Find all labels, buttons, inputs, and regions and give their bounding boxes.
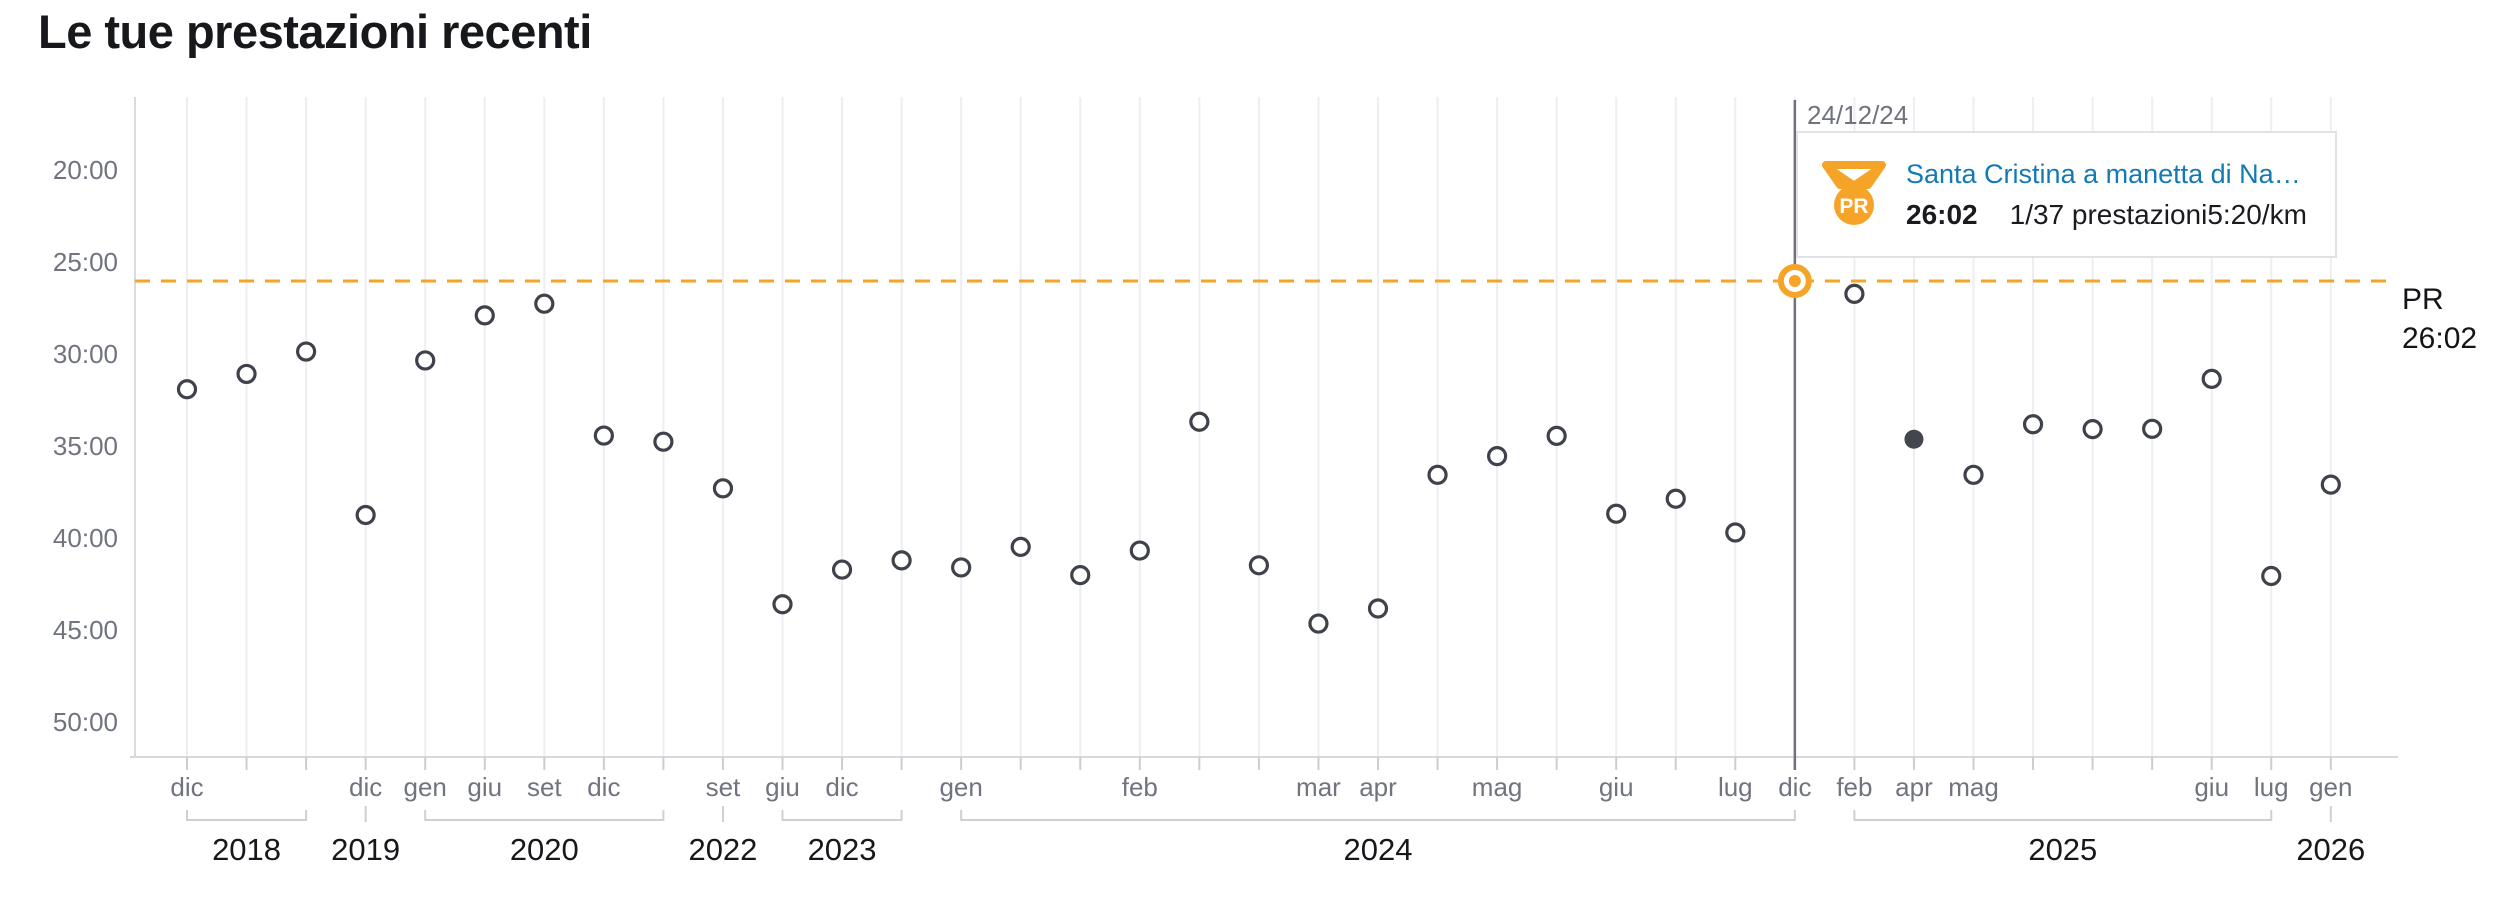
data-point[interactable] — [593, 425, 614, 446]
data-point[interactable] — [1308, 613, 1329, 634]
x-axis-month-label: giu — [1599, 772, 1634, 802]
data-point[interactable] — [296, 341, 317, 362]
x-axis-year-label: 2024 — [1344, 832, 1413, 867]
data-point[interactable] — [236, 363, 257, 385]
pr-medal-icon: PR — [1822, 160, 1886, 225]
pr-line-annotation-label: PR — [2402, 283, 2444, 316]
year-bracket — [1853, 810, 2273, 821]
x-axis-year-label: 2023 — [808, 832, 877, 867]
x-axis-month-label: gen — [2309, 772, 2352, 802]
data-point[interactable] — [1367, 598, 1389, 619]
x-axis-month-label: lug — [1718, 772, 1753, 802]
x-axis-month-label: giu — [765, 772, 800, 802]
x-axis-month-label: dic — [1778, 772, 1811, 802]
x-axis-month-label: apr — [1895, 772, 1933, 802]
x-axis-year-label: 2022 — [688, 832, 757, 867]
data-point[interactable] — [1010, 536, 1031, 557]
pr-point-marker-center — [1788, 275, 1801, 288]
x-axis-month-label: dic — [587, 772, 620, 802]
data-point[interactable] — [415, 350, 436, 371]
year-bracket — [960, 810, 1796, 821]
data-point[interactable] — [2261, 565, 2282, 587]
x-axis-month-label: dic — [349, 772, 382, 802]
data-point[interactable] — [1546, 425, 1567, 446]
x-axis-year-label: 2025 — [2028, 832, 2097, 867]
data-point[interactable] — [1725, 522, 1746, 543]
x-axis-year-label: 2020 — [510, 832, 579, 867]
year-bracket — [424, 810, 665, 821]
y-axis-label: 40:00 — [53, 523, 118, 553]
data-point[interactable] — [176, 379, 198, 400]
x-axis-month-label: mag — [1948, 772, 1999, 802]
data-point[interactable] — [2082, 419, 2103, 440]
data-point[interactable] — [1427, 464, 1448, 485]
data-point[interactable] — [1844, 283, 1865, 304]
data-point[interactable] — [1129, 540, 1150, 561]
data-point[interactable] — [2320, 474, 2341, 495]
activity-link[interactable]: Santa Cristina a manetta di Na… — [1906, 158, 2301, 189]
pr-line-annotation: PR 26:02 — [2402, 280, 2477, 358]
x-axis-year-label: 2019 — [331, 832, 400, 867]
svg-text:PR: PR — [1839, 195, 1868, 218]
x-axis-year-label: 2018 — [212, 832, 281, 867]
x-axis-month-label: giu — [2194, 772, 2229, 802]
data-point[interactable] — [831, 559, 853, 580]
x-axis-month-label: set — [527, 772, 562, 802]
pr-pace-value: 5:20/km — [2207, 198, 2307, 230]
data-point[interactable] — [474, 305, 495, 326]
y-axis-label: 35:00 — [53, 431, 118, 461]
data-point[interactable] — [1189, 411, 1210, 432]
pr-line-annotation-value: 26:02 — [2402, 322, 2478, 355]
year-bracket — [186, 810, 308, 821]
data-point[interactable] — [1248, 555, 1270, 576]
page-title: Le tue prestazioni recenti — [38, 5, 592, 58]
data-point[interactable] — [1486, 446, 1508, 467]
data-point[interactable] — [712, 478, 734, 499]
x-axis-year-label: 2026 — [2296, 832, 2365, 867]
x-axis-month-label: gen — [404, 772, 447, 802]
y-axis-label: 30:00 — [53, 339, 118, 369]
year-bracket — [781, 810, 903, 821]
selected-data-point[interactable] — [1904, 429, 1924, 449]
pr-tooltip-stats: 26:02 1/37 prestazioni 5:20/km — [1906, 198, 2307, 231]
x-axis-month-label: feb — [1122, 772, 1158, 802]
data-point[interactable] — [653, 431, 674, 452]
x-axis-month-label: dic — [825, 772, 858, 802]
data-point[interactable] — [951, 557, 972, 578]
data-point[interactable] — [772, 594, 793, 615]
pr-time-value: 26:02 — [1906, 198, 1978, 230]
data-point[interactable] — [1070, 565, 1091, 586]
selected-date-label: 24/12/24 — [1807, 100, 1909, 130]
x-axis-month-label: feb — [1836, 772, 1872, 802]
x-axis-month-label: gen — [939, 772, 982, 802]
x-axis-month-label: mag — [1472, 772, 1523, 802]
pr-tooltip-content: Santa Cristina a manetta di Na… 26:02 1/… — [1906, 158, 2307, 231]
y-axis-label: 50:00 — [53, 707, 118, 737]
x-axis-month-label: dic — [170, 772, 203, 802]
data-point[interactable] — [534, 293, 555, 314]
y-axis-label: 20:00 — [53, 155, 118, 185]
data-point[interactable] — [355, 504, 376, 526]
data-point[interactable] — [2022, 414, 2044, 435]
pr-tooltip-card: PR Santa Cristina a manetta di Na… 26:02… — [1796, 131, 2337, 258]
y-axis-label: 45:00 — [53, 615, 118, 645]
y-axis-label: 25:00 — [53, 247, 118, 277]
x-axis-month-label: apr — [1359, 772, 1397, 802]
x-axis-month-label: mar — [1296, 772, 1341, 802]
x-axis-month-label: lug — [2254, 772, 2289, 802]
pr-rank-value: 1/37 prestazioni — [2009, 198, 2208, 230]
x-axis-month-label: set — [706, 772, 741, 802]
data-point[interactable] — [2142, 418, 2163, 439]
data-point[interactable] — [2201, 368, 2222, 389]
data-point[interactable] — [1963, 464, 1984, 485]
data-point[interactable] — [891, 550, 912, 571]
data-point[interactable] — [1665, 488, 1686, 509]
data-point[interactable] — [1606, 503, 1627, 524]
x-axis-month-label: giu — [467, 772, 502, 802]
